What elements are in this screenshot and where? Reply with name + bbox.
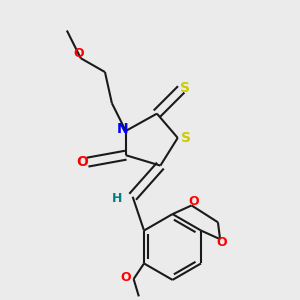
Text: H: H — [112, 192, 122, 205]
Text: O: O — [76, 155, 88, 169]
Text: O: O — [188, 196, 199, 208]
Text: O: O — [74, 46, 84, 59]
Text: S: S — [180, 81, 190, 94]
Text: S: S — [182, 131, 191, 145]
Text: O: O — [217, 236, 227, 249]
Text: N: N — [116, 122, 128, 136]
Text: O: O — [121, 271, 131, 284]
